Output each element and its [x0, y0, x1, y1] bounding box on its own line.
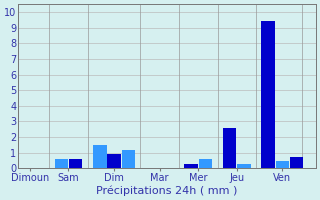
Bar: [108, 154, 121, 168]
Bar: [55, 159, 68, 168]
X-axis label: Précipitations 24h ( mm ): Précipitations 24h ( mm ): [96, 185, 237, 196]
Bar: [276, 161, 289, 168]
Bar: [237, 164, 251, 168]
Bar: [93, 145, 107, 168]
Bar: [199, 159, 212, 168]
Bar: [290, 157, 303, 168]
Bar: [122, 150, 135, 168]
Bar: [69, 159, 82, 168]
Bar: [184, 164, 198, 168]
Bar: [261, 21, 275, 168]
Bar: [223, 128, 236, 168]
